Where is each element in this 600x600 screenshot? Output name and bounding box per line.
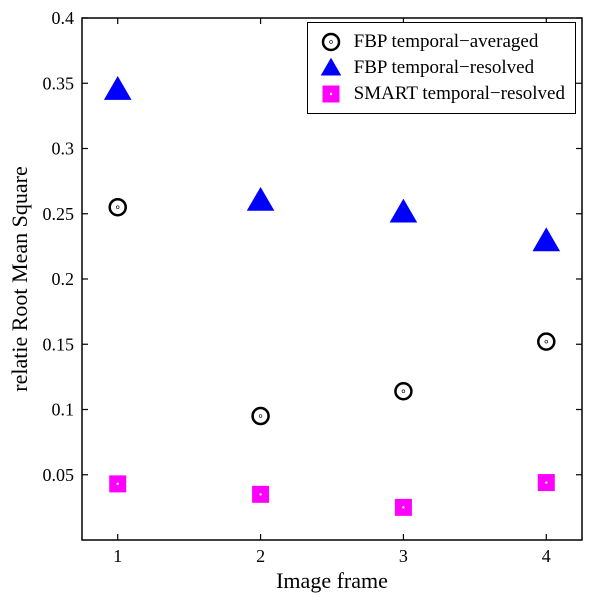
y-tick-label: 0.3	[52, 139, 75, 159]
y-tick-label: 0.1	[52, 400, 75, 420]
legend-label: SMART temporal−resolved	[354, 83, 565, 105]
legend-marker-icon	[316, 56, 346, 80]
legend-label: FBP temporal−resolved	[354, 57, 534, 79]
x-tick-label: 4	[542, 546, 551, 566]
legend-marker-icon	[316, 82, 346, 106]
data-point	[253, 486, 269, 502]
x-tick-label: 2	[256, 546, 265, 566]
y-tick-label: 0.35	[43, 73, 75, 93]
y-tick-label: 0.25	[43, 204, 75, 224]
legend-item: FBP temporal−averaged	[316, 29, 565, 55]
y-tick-label: 0.15	[43, 334, 75, 354]
legend-marker-icon	[316, 30, 346, 54]
data-point	[110, 476, 126, 492]
x-tick-label: 3	[399, 546, 408, 566]
y-tick-label: 0.2	[52, 269, 75, 289]
legend-label: FBP temporal−averaged	[354, 31, 539, 53]
data-point	[538, 475, 554, 491]
data-point	[395, 499, 411, 515]
x-axis-title: Image frame	[276, 568, 388, 593]
legend-item: FBP temporal−resolved	[316, 55, 565, 81]
chart-container: 1 2 3 4 0.05 0.1 0.15 0.2 0.25 0.3 0.35 0.4 Image fr…	[0, 0, 600, 600]
x-tick-label: 1	[113, 546, 122, 566]
legend-item: SMART temporal−resolved	[316, 81, 565, 107]
legend-box: FBP temporal−averaged FBP temporal−resolv…	[307, 22, 576, 114]
y-tick-label: 0.05	[43, 465, 75, 485]
y-tick-label: 0.4	[52, 8, 75, 28]
y-axis-title: relatie Root Mean Square	[7, 166, 32, 391]
